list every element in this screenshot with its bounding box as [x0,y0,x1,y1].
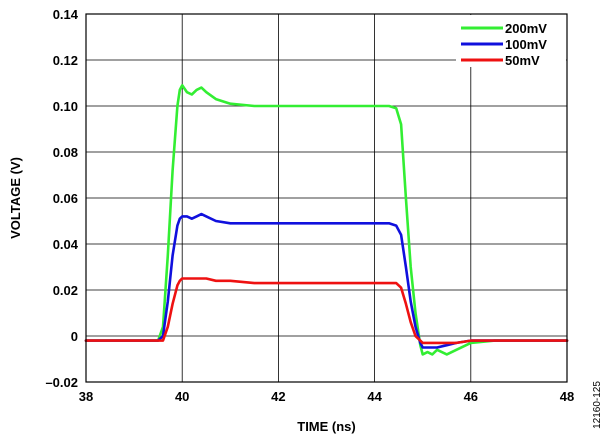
tick-layer: 38 40 42 44 46 48 –0.02 0 0.02 0.04 0.06 0.08 0.10 0.… [45,7,574,404]
x-tick-label: 44 [367,389,382,404]
series-line-50mV [84,277,569,345]
y-tick-label: 0.10 [53,99,78,114]
x-tick-label: 46 [464,389,478,404]
plot-frame [85,13,568,383]
y-tick-label: 0.02 [53,283,78,298]
y-tick-label: 0.06 [53,191,78,206]
y-tick-label: 0.12 [53,53,78,68]
legend-label-200mV: 200mV [505,21,547,36]
series-line-200mV [84,84,569,356]
x-tick-label: 38 [79,389,93,404]
series-layer [84,84,569,356]
y-tick-label: 0 [71,329,78,344]
y-tick-label: 0.14 [53,7,79,22]
grid-layer [85,13,568,383]
legend-background [456,15,566,67]
y-tick-label: 0.08 [53,145,78,160]
x-tick-label: 40 [175,389,189,404]
legend-label-100mV: 100mV [505,37,547,52]
legend-label-50mV: 50mV [505,53,540,68]
figure-id-label: 12160-125 [592,381,603,429]
x-tick-label: 42 [271,389,285,404]
y-tick-label: –0.02 [45,375,78,390]
x-axis-title: TIME (ns) [297,419,356,434]
y-tick-label: 0.04 [53,237,79,252]
series-line-100mV [84,212,569,349]
x-tick-label: 48 [560,389,574,404]
y-axis-title: VOLTAGE (V) [8,157,23,239]
